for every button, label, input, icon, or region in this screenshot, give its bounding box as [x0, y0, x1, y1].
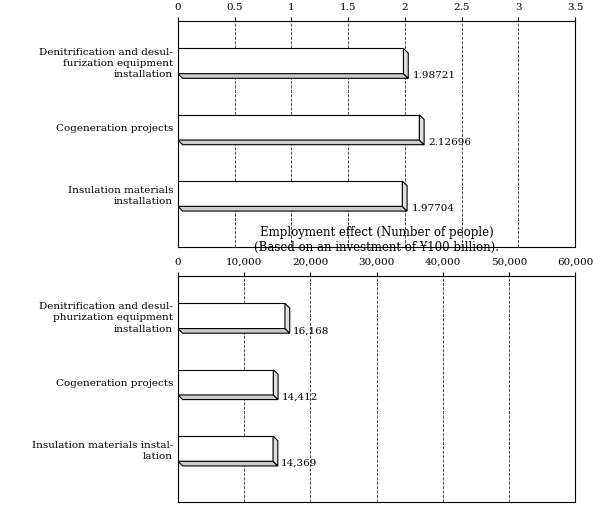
Polygon shape [178, 329, 290, 333]
Bar [178, 303, 285, 329]
Polygon shape [178, 74, 408, 78]
Text: 2.12696: 2.12696 [429, 138, 471, 147]
Polygon shape [178, 461, 278, 466]
Bar [178, 115, 419, 140]
Text: 14,412: 14,412 [282, 393, 318, 402]
Polygon shape [178, 395, 278, 400]
Polygon shape [178, 140, 424, 144]
Text: 1.98721: 1.98721 [413, 72, 456, 81]
Bar [178, 436, 273, 461]
Title: Employment effect (Number of people)
(Based on an investment of ¥100 billion).: Employment effect (Number of people) (Ba… [254, 226, 499, 254]
Polygon shape [285, 303, 290, 333]
Text: 14,369: 14,369 [281, 459, 317, 468]
Polygon shape [419, 115, 424, 144]
Polygon shape [273, 436, 278, 466]
Bar [178, 48, 403, 74]
Polygon shape [273, 370, 278, 400]
Polygon shape [403, 48, 408, 78]
Polygon shape [178, 207, 407, 211]
Text: 16,168: 16,168 [293, 327, 330, 336]
Bar [178, 370, 273, 395]
Polygon shape [402, 181, 407, 211]
Bar [178, 181, 402, 207]
Text: 1.97704: 1.97704 [412, 204, 455, 213]
